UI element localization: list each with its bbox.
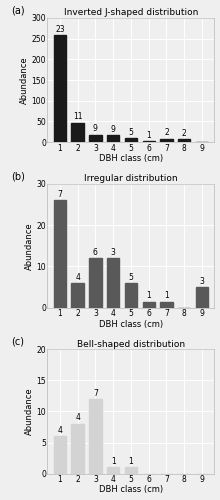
Text: 5: 5 [128,272,133,281]
Text: 2: 2 [164,128,169,138]
Bar [89,399,102,473]
Text: 6: 6 [93,248,98,256]
Bar [54,35,66,142]
Title: Bell-shaped distribution: Bell-shaped distribution [77,340,185,348]
Bar [178,140,191,142]
Bar [54,200,66,308]
Text: 1: 1 [128,457,133,466]
Text: 3: 3 [200,276,204,285]
Bar [72,122,84,142]
Bar [143,302,155,308]
X-axis label: DBH class (cm): DBH class (cm) [99,486,163,494]
Y-axis label: Abundance: Abundance [20,56,29,104]
X-axis label: DBH class (cm): DBH class (cm) [99,154,163,163]
Text: 1: 1 [146,291,151,300]
Text: 1: 1 [164,291,169,300]
Text: (b): (b) [11,171,25,181]
Text: (a): (a) [11,6,24,16]
Bar [107,468,119,473]
X-axis label: DBH class (cm): DBH class (cm) [99,320,163,328]
Bar [72,424,84,474]
Text: 7: 7 [93,388,98,398]
Bar [196,287,208,308]
Y-axis label: Abundance: Abundance [25,222,33,270]
Bar [125,468,137,473]
Bar [125,283,137,308]
Text: 9: 9 [111,124,116,134]
Text: 4: 4 [75,272,80,281]
Text: 4: 4 [75,414,80,422]
Bar [160,139,173,142]
Bar [160,302,173,308]
Y-axis label: Abundance: Abundance [25,388,34,436]
Title: Inverted J-shaped distribution: Inverted J-shaped distribution [64,8,198,17]
Bar [107,135,119,142]
Text: 5: 5 [128,128,133,136]
Bar [125,138,137,142]
Bar [54,436,66,474]
Text: 1: 1 [111,457,116,466]
Bar [107,258,119,308]
Bar [89,258,102,308]
Text: 1: 1 [146,131,151,140]
Bar [72,283,84,308]
Bar [89,134,102,142]
Text: 2: 2 [182,129,187,138]
Title: Irregular distribution: Irregular distribution [84,174,178,183]
Text: 3: 3 [111,248,116,256]
Text: 7: 7 [57,190,62,198]
Text: 4: 4 [57,426,62,435]
Text: 23: 23 [55,24,65,34]
Text: 11: 11 [73,112,82,121]
Text: 9: 9 [93,124,98,133]
Text: (c): (c) [11,337,24,347]
